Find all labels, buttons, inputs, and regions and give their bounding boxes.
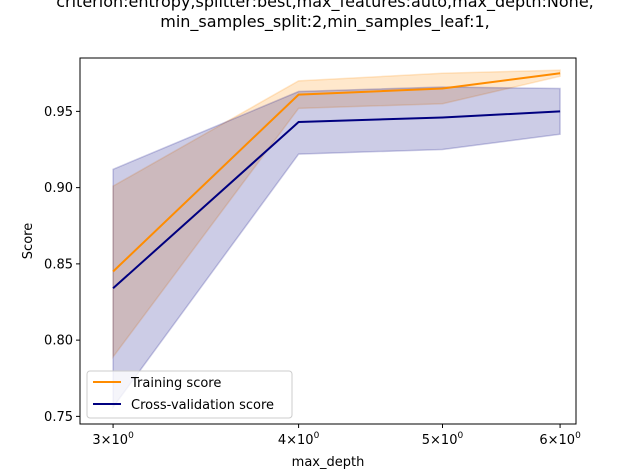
- series-line-0: [112, 72, 561, 273]
- band-0: [112, 69, 561, 360]
- x-axis: 3×100 4×100 5×100 6×100: [92, 424, 581, 448]
- x-tick-label: 3×100: [92, 431, 134, 448]
- x-tick-label: 6×100: [539, 431, 581, 448]
- y-tick-label: 0.75: [44, 410, 73, 425]
- y-tick-label: 0.80: [44, 334, 73, 349]
- x-tick-label: 5×100: [422, 431, 464, 448]
- y-tick-label: 0.85: [44, 257, 73, 272]
- chart-title-line-2: min_samples_split:2,min_samples_leaf:1,: [160, 12, 489, 32]
- legend-frame: [86, 370, 293, 419]
- legend-label-training: Training score: [130, 376, 221, 391]
- y-axis: 0.75 0.80 0.85 0.90 0.95: [44, 105, 80, 425]
- y-axis-label: Score: [21, 223, 36, 259]
- x-axis-label: max_depth: [292, 455, 365, 470]
- y-tick-label: 0.90: [44, 181, 73, 196]
- x-tick-label: 4×100: [278, 431, 320, 448]
- band-1: [112, 86, 561, 410]
- legend-label-cross-validation: Cross-validation score: [131, 398, 274, 413]
- y-tick-label: 0.95: [44, 105, 73, 120]
- chart-title-line-1: criterion:entropy,splitter:best,max_feat…: [56, 0, 594, 12]
- legend: Training score Cross-validation score: [86, 370, 293, 419]
- series-line-1: [112, 110, 561, 290]
- plot-frame: [79, 57, 577, 425]
- confidence-bands: [112, 69, 561, 410]
- series-lines: [112, 72, 561, 290]
